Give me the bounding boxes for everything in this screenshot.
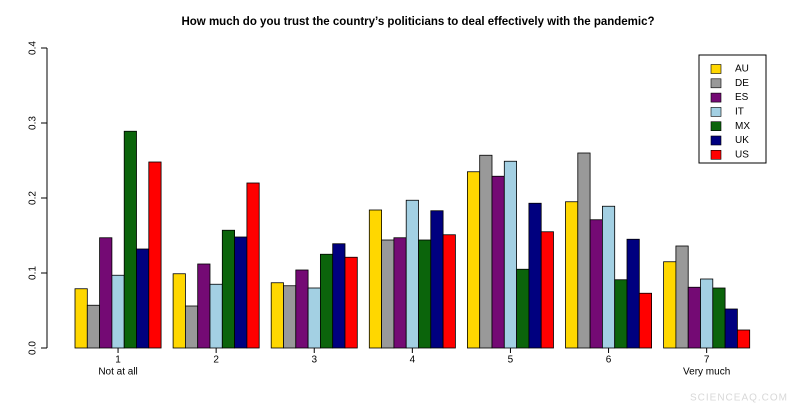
- x-tick-label: 7: [704, 355, 710, 366]
- bar: [712, 287, 726, 349]
- bar: [295, 269, 309, 349]
- legend-label: IT: [735, 107, 744, 118]
- bar: [663, 261, 677, 349]
- x-tick-label: 4: [410, 355, 416, 366]
- legend-label: US: [735, 149, 749, 160]
- bar: [344, 256, 358, 349]
- bar: [172, 273, 186, 349]
- legend-swatch: [710, 92, 722, 103]
- legend-label: UK: [735, 135, 749, 146]
- bar: [626, 238, 640, 349]
- x-tick-label: 3: [311, 355, 317, 366]
- bar: [405, 199, 419, 349]
- bar: [516, 268, 530, 349]
- bar: [209, 283, 223, 349]
- bar: [638, 292, 652, 349]
- bar: [442, 234, 456, 349]
- legend-label: MX: [735, 121, 750, 132]
- x-tick-label: 1: [115, 355, 121, 366]
- bar: [577, 152, 591, 349]
- legend-swatch: [710, 150, 722, 160]
- bar: [418, 239, 432, 349]
- legend-label: DE: [735, 78, 749, 89]
- y-tick-label: 0.4: [28, 41, 39, 55]
- bar: [368, 209, 382, 349]
- bar: [307, 287, 321, 349]
- y-tick-label: 0.0: [28, 341, 39, 355]
- bar: [700, 278, 714, 349]
- bar: [393, 237, 407, 349]
- y-tick-label: 0.1: [28, 266, 39, 280]
- x-tick-label: 5: [508, 355, 514, 366]
- bar: [136, 248, 150, 349]
- legend-swatch: [710, 107, 722, 117]
- bar: [589, 219, 603, 349]
- legend-swatch: [710, 121, 722, 131]
- bar: [614, 279, 628, 349]
- bar: [381, 239, 395, 349]
- bar: [491, 175, 505, 349]
- bar: [246, 182, 260, 349]
- bar: [687, 286, 701, 349]
- legend-swatch: [710, 78, 722, 89]
- chart-title: How much do you trust the country’s poli…: [181, 16, 654, 28]
- x-tick-label: 6: [606, 355, 612, 366]
- x-tick-label: 2: [213, 355, 219, 366]
- bar: [479, 154, 493, 349]
- bar: [724, 308, 738, 349]
- legend-label: ES: [735, 92, 749, 103]
- bar: [565, 201, 579, 349]
- bar: [540, 231, 554, 349]
- legend-swatch: [710, 135, 722, 146]
- bar: [503, 160, 517, 349]
- scale-end-label: Not at all: [98, 367, 137, 378]
- bar: [332, 243, 346, 349]
- watermark: SCIENCEAQ.COM: [690, 393, 788, 404]
- bar: [123, 130, 137, 349]
- legend-label: AU: [735, 64, 749, 75]
- y-tick-label: 0.2: [28, 191, 39, 205]
- legend-swatch: [710, 64, 722, 74]
- bar: [319, 253, 334, 349]
- bar: [197, 263, 211, 349]
- bar: [234, 236, 248, 349]
- bar: [283, 285, 297, 349]
- bar: [74, 288, 88, 349]
- bar: [528, 202, 542, 349]
- bar: [675, 245, 689, 349]
- bar: [184, 305, 199, 349]
- bar: [602, 205, 616, 349]
- bar: [221, 229, 236, 349]
- bar: [111, 274, 125, 349]
- bar: [737, 329, 751, 349]
- bar: [430, 210, 444, 349]
- bar: [270, 282, 284, 349]
- scale-end-label: Very much: [683, 367, 730, 378]
- bar: [86, 304, 101, 349]
- bar: [148, 161, 162, 349]
- bar: [99, 237, 113, 349]
- y-tick-label: 0.3: [28, 116, 39, 130]
- bar: [466, 171, 481, 349]
- legend-box: [698, 54, 767, 164]
